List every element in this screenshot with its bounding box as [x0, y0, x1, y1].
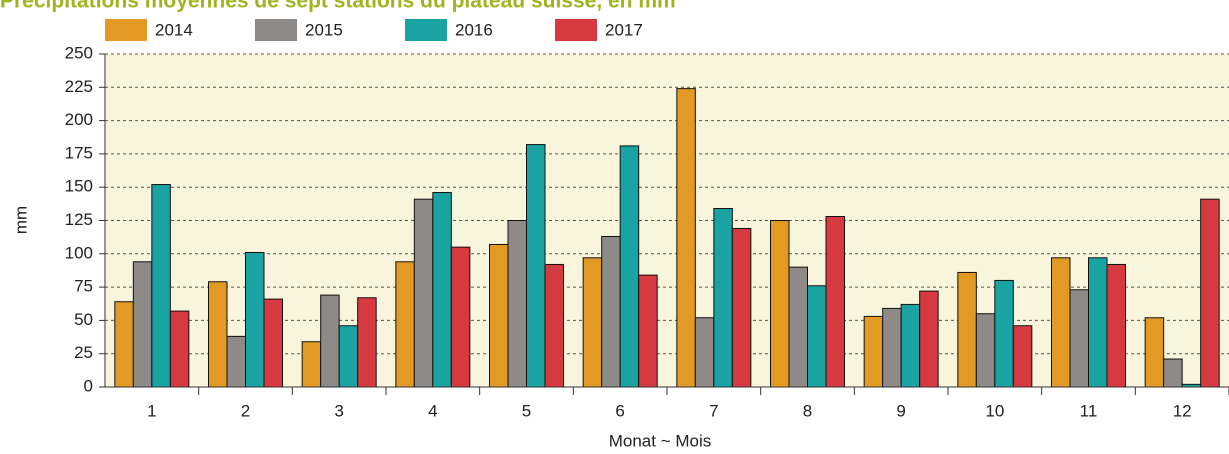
x-tick-label: 4	[428, 401, 437, 420]
bar	[825, 216, 845, 388]
bar	[226, 335, 246, 388]
bar	[770, 220, 790, 388]
y-tick-label: 100	[65, 243, 93, 262]
legend-label: 2014	[155, 20, 193, 39]
bar	[208, 281, 228, 388]
bar	[1069, 289, 1089, 388]
bar	[169, 310, 190, 388]
y-tick-label: 150	[65, 177, 93, 196]
x-tick-label: 12	[1173, 401, 1192, 420]
bar	[526, 144, 546, 388]
legend-label: 2016	[455, 20, 493, 39]
x-tick-label: 9	[896, 401, 905, 420]
legend-label: 2015	[305, 20, 343, 39]
bar	[357, 297, 377, 388]
legend-swatch	[405, 19, 447, 41]
bar	[489, 243, 509, 388]
y-tick-label: 125	[65, 210, 93, 229]
y-tick-label: 75	[74, 277, 93, 296]
bar	[338, 325, 359, 388]
bar	[132, 261, 153, 388]
y-tick-label: 225	[65, 77, 93, 96]
bar	[1088, 257, 1108, 388]
y-tick-label: 175	[65, 143, 93, 162]
legend-swatch	[555, 19, 597, 41]
x-tick-label: 11	[1080, 401, 1098, 420]
bar	[1012, 325, 1033, 388]
bar	[638, 274, 658, 388]
bar	[694, 317, 715, 388]
bar	[957, 271, 977, 388]
bar	[301, 341, 322, 388]
legend-swatch	[105, 19, 147, 41]
y-tick-label: 50	[74, 310, 93, 329]
bar	[919, 290, 939, 388]
x-axis-label: Monat ~ Mois	[609, 431, 712, 450]
legend-swatch	[255, 19, 297, 41]
bar	[114, 301, 134, 388]
bar	[788, 266, 808, 388]
bar	[544, 263, 564, 388]
bar	[1163, 358, 1183, 388]
x-tick-label: 3	[334, 401, 343, 420]
bar	[619, 145, 640, 388]
y-tick-label: 0	[84, 376, 93, 395]
bar	[731, 227, 752, 388]
bar	[432, 192, 452, 388]
bar	[900, 303, 921, 388]
bar	[807, 285, 827, 388]
bar	[450, 246, 471, 388]
bar	[676, 88, 696, 388]
bar	[395, 261, 415, 388]
x-tick-label: 6	[615, 401, 624, 420]
y-tick-label: 25	[74, 343, 93, 362]
x-tick-label: 7	[709, 401, 718, 420]
bar	[582, 257, 603, 388]
bar	[1051, 257, 1071, 388]
x-tick-label: 8	[803, 401, 812, 420]
y-tick-label: 250	[65, 43, 93, 62]
bar	[994, 279, 1014, 388]
y-axis-label: mm	[11, 206, 30, 234]
bar	[975, 313, 996, 388]
bar	[882, 307, 902, 388]
bar	[507, 220, 527, 388]
legend-label: 2017	[605, 20, 643, 39]
bar	[413, 198, 434, 388]
bar	[1144, 317, 1165, 388]
bar	[1200, 198, 1220, 388]
x-tick-label: 10	[985, 401, 1004, 420]
bar	[151, 184, 171, 388]
chart-title: Précipitations moyennes de sept stations…	[0, 0, 676, 13]
bar	[601, 235, 621, 388]
bar	[863, 315, 884, 388]
x-tick-label: 2	[241, 401, 250, 420]
x-tick-label: 5	[522, 401, 531, 420]
bar	[320, 294, 340, 388]
bar	[713, 208, 733, 388]
bar	[1106, 263, 1126, 388]
bar	[263, 298, 283, 388]
bar	[245, 251, 265, 388]
x-tick-label: 1	[147, 401, 156, 420]
y-tick-label: 200	[65, 110, 93, 129]
